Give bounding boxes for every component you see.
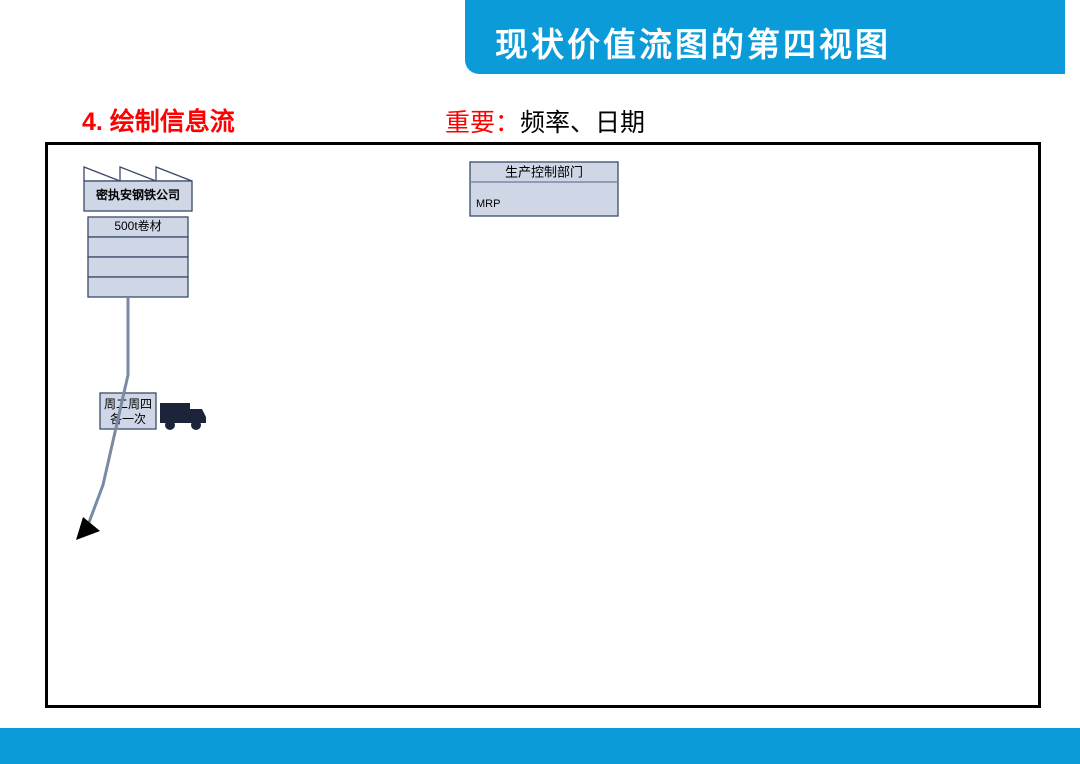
svg-text:周二周四: 周二周四 bbox=[104, 397, 152, 411]
bottom-bar bbox=[0, 728, 1080, 764]
svg-text:生产控制部门: 生产控制部门 bbox=[505, 164, 583, 179]
title-bar: 现状价值流图的第四视图 bbox=[465, 0, 1065, 74]
important-note: 重要：频率、日期 bbox=[445, 103, 645, 139]
section-label: 4. 绘制信息流 bbox=[82, 102, 235, 138]
svg-text:500t卷材: 500t卷材 bbox=[114, 218, 161, 233]
important-prefix: 重要： bbox=[445, 109, 520, 137]
vsm-svg: 生产控制部门MRP密执安钢铁公司500t卷材周二周四各一次 bbox=[48, 145, 1038, 705]
svg-text:MRP: MRP bbox=[476, 198, 500, 210]
important-text: 频率、日期 bbox=[520, 109, 645, 137]
svg-text:密执安钢铁公司: 密执安钢铁公司 bbox=[96, 187, 180, 202]
slide-title: 现状价值流图的第四视图 bbox=[495, 18, 891, 66]
vsm-diagram: 生产控制部门MRP密执安钢铁公司500t卷材周二周四各一次 bbox=[45, 142, 1041, 708]
